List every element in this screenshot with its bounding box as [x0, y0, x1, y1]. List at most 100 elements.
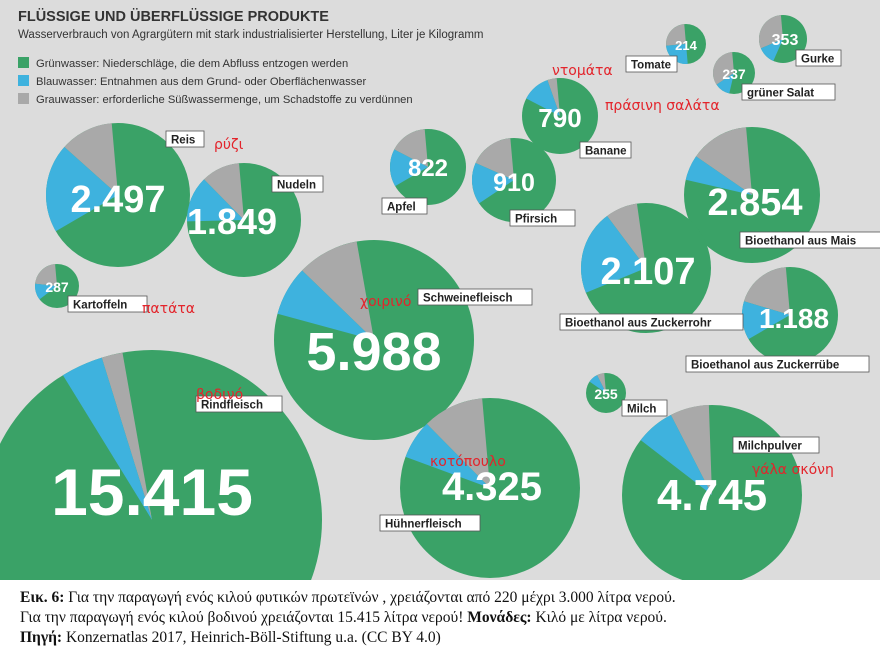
name-label-rindfleisch: Rindfleisch [201, 400, 263, 412]
slice-grey-nudeln [203, 163, 244, 220]
value-label-bioethanol-aus-zuckerrohr: 2.107 [600, 251, 695, 293]
slice-grey-milch [597, 373, 606, 393]
greek-label-rindfleisch: βοδινό [196, 387, 243, 403]
name-box-gurke [795, 49, 842, 67]
caption-units-text: Κιλό με λίτρα νερού. [535, 609, 667, 626]
greek-label-gruener-salat: πράσινη σαλάτα [605, 98, 720, 114]
name-label-gurke: Gurke [801, 54, 834, 66]
value-label-kartoffeln: 287 [45, 279, 69, 295]
bubble-bioethanol-aus-zuckerrohr: 2.107 [580, 203, 711, 333]
slice-grey-bioethanol-aus-zuckerrohr [607, 203, 646, 268]
greek-label-tomate: ντομάτα [552, 63, 613, 79]
value-label-nudeln: 1.849 [187, 201, 277, 242]
legend-label-0: Grünwasser: Niederschläge, die dem Abflu… [36, 58, 348, 70]
value-label-banane: 790 [538, 103, 581, 133]
value-label-huehnerfleisch: 4.325 [442, 465, 542, 509]
bubble-apfel: 822 [390, 129, 466, 205]
slice-blue-rindfleisch [62, 357, 152, 520]
caption-line1-text: Για την παραγωγή ενός κιλού φυτικών πρωτ… [68, 589, 676, 606]
slice-blue-nudeln [187, 179, 244, 222]
name-tag-bioethanol-aus-zuckerruebe: Bioethanol aus Zuckerrübe [685, 355, 870, 373]
name-box-gruener-salat [741, 83, 836, 101]
caption-line-1: Εικ. 6: Για την παραγωγή ενός κιλού φυτι… [20, 588, 870, 608]
chart-subtitle: Wasserverbrauch von Agrargütern mit star… [18, 29, 484, 41]
bubble-pfirsich: 910 [472, 138, 556, 222]
bubble-banane: 790 [522, 78, 598, 154]
slice-blue-bioethanol-aus-zuckerruebe [741, 301, 790, 340]
legend-swatch-2 [18, 93, 29, 104]
name-label-milch: Milch [627, 404, 656, 416]
greek-label-kartoffeln: πατάτα [142, 301, 195, 317]
greek-label-milchpulver: γάλα σκόνη [752, 462, 834, 478]
name-label-bioethanol-aus-zuckerruebe: Bioethanol aus Zuckerrübe [691, 360, 839, 372]
name-box-rindfleisch [195, 395, 283, 413]
bubble-tomate: 214 [666, 24, 706, 64]
slice-grey-rindfleisch [101, 352, 152, 520]
name-tag-reis: Reis [165, 130, 205, 148]
name-box-nudeln [271, 175, 324, 193]
bubble-huehnerfleisch: 4.325 [400, 398, 580, 578]
slice-grey-tomate [666, 24, 686, 46]
slice-blue-milch [589, 375, 606, 393]
name-label-reis: Reis [171, 135, 195, 147]
bubble-gurke: 353 [759, 15, 807, 63]
bubble-gruener-salat: 237 [713, 52, 755, 94]
value-label-apfel: 822 [408, 155, 448, 182]
legend-swatch-0 [18, 57, 29, 68]
name-tag-schweinefleisch: Schweinefleisch [417, 288, 533, 306]
value-label-tomate: 214 [675, 38, 697, 53]
name-box-kartoffeln [67, 295, 148, 313]
figure-caption: Εικ. 6: Για την παραγωγή ενός κιλού φυτι… [20, 588, 870, 648]
value-label-gruener-salat: 237 [722, 66, 746, 82]
name-label-pfirsich: Pfirsich [515, 214, 557, 226]
slice-blue-bioethanol-aus-zuckerrohr [580, 215, 646, 293]
greek-label-huehnerfleisch: κοτόπουλο [430, 454, 506, 470]
name-label-apfel: Apfel [387, 202, 416, 214]
name-label-gruener-salat: grüner Salat [747, 88, 814, 100]
bubble-reis: 2.497 [45, 123, 190, 267]
name-box-reis [165, 130, 205, 148]
slice-blue-gruener-salat [716, 73, 734, 94]
slice-blue-apfel [390, 149, 428, 187]
chart-title: FLÜSSIGE UND ÜBERFLÜSSIGE PRODUKTE [18, 8, 329, 25]
slice-grey-gruener-salat [713, 52, 734, 85]
caption-source-text: Konzernatlas 2017, Heinrich-Böll-Stiftun… [65, 629, 441, 646]
name-tag-bioethanol-aus-zuckerrohr: Bioethanol aus Zuckerrohr [559, 313, 744, 331]
slice-blue-bioethanol-aus-mais [685, 156, 752, 195]
name-box-banane [579, 141, 632, 159]
value-label-gurke: 353 [772, 32, 799, 49]
name-box-schweinefleisch [417, 288, 533, 306]
value-label-reis: 2.497 [70, 179, 165, 221]
name-tag-apfel: Apfel [381, 197, 428, 215]
greek-label-schweinefleisch: χοιρινό [360, 294, 411, 310]
legend-label-2: Grauwasser: erforderliche Süßwassermenge… [36, 94, 413, 106]
caption-source-label: Πηγή: [20, 629, 63, 646]
name-tag-milch: Milch [621, 399, 668, 417]
slice-blue-banane [526, 80, 560, 116]
name-box-milch [621, 399, 668, 417]
slice-grey-schweinefleisch [302, 241, 374, 340]
name-tag-banane: Banane [579, 141, 632, 159]
name-tag-milchpulver: Milchpulver [732, 436, 820, 454]
slice-grey-reis [64, 123, 118, 195]
value-label-rindfleisch: 15.415 [51, 455, 253, 529]
slice-grey-kartoffeln [35, 264, 57, 286]
name-label-milchpulver: Milchpulver [738, 441, 802, 453]
slice-grey-pfirsich [475, 138, 514, 180]
legend-swatch-1 [18, 75, 29, 86]
name-box-bioethanol-aus-zuckerrohr [559, 313, 744, 331]
slice-blue-pfirsich [472, 163, 514, 204]
name-tag-gruener-salat: grüner Salat [741, 83, 836, 101]
chart-area: FLÜSSIGE UND ÜBERFLÜSSIGE PRODUKTE Wasser… [0, 0, 880, 580]
slice-blue-kartoffeln [34, 283, 57, 300]
name-box-apfel [381, 197, 428, 215]
name-label-schweinefleisch: Schweinefleisch [423, 293, 512, 305]
caption-line-3: Πηγή: Konzernatlas 2017, Heinrich-Böll-S… [20, 628, 870, 648]
slice-blue-milchpulver [640, 414, 712, 495]
slice-grey-bioethanol-aus-mais [696, 127, 752, 195]
name-tag-tomate: Tomate [625, 55, 678, 73]
slice-grey-bioethanol-aus-zuckerruebe [744, 267, 790, 315]
name-label-tomate: Tomate [631, 60, 671, 72]
caption-units-label: Μονάδες: [467, 609, 532, 626]
name-label-bioethanol-aus-zuckerrohr: Bioethanol aus Zuckerrohr [565, 318, 712, 330]
